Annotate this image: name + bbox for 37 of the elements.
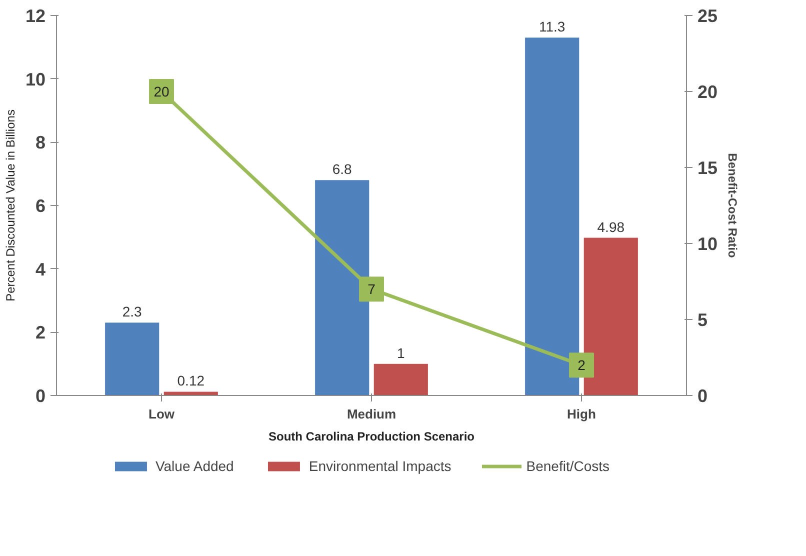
data-label: 11.3 bbox=[538, 18, 566, 35]
y-axis-title: Percent Discounted Value in Billions bbox=[3, 110, 18, 302]
y-tick-label: 2 bbox=[35, 322, 46, 343]
x-axis-title: South Carolina Production Scenario bbox=[268, 430, 475, 444]
y2-tick-label: 0 bbox=[698, 386, 708, 406]
y-tick-label: 6 bbox=[35, 196, 46, 216]
data-label: 0.12 bbox=[177, 372, 205, 389]
bar bbox=[164, 392, 218, 396]
data-label: 6.8 bbox=[332, 161, 352, 178]
y2-tick-label: 25 bbox=[698, 6, 718, 26]
y-tick-label: 12 bbox=[25, 6, 46, 26]
bar bbox=[584, 238, 638, 396]
x-tick-label: High bbox=[567, 406, 596, 422]
data-label: 20 bbox=[154, 84, 170, 100]
y2-tick-label: 5 bbox=[698, 310, 708, 330]
y-tick-label: 10 bbox=[25, 69, 46, 90]
y-tick-label: 4 bbox=[35, 259, 46, 280]
data-label: 7 bbox=[368, 281, 376, 298]
legend-label: Value Added bbox=[155, 458, 234, 474]
y2-tick-label: 15 bbox=[698, 158, 718, 178]
legend-label: Benefit/Costs bbox=[526, 458, 610, 474]
data-label: 2.3 bbox=[122, 304, 142, 320]
y-tick-label: 0 bbox=[35, 386, 46, 406]
y2-tick-label: 10 bbox=[698, 234, 718, 254]
bar bbox=[105, 322, 160, 396]
bar bbox=[525, 38, 580, 396]
data-label: 4.98 bbox=[597, 218, 625, 235]
legend-label: Environmental Impacts bbox=[308, 458, 452, 474]
x-tick-label: Medium bbox=[346, 406, 396, 422]
data-label: 2 bbox=[578, 357, 586, 374]
bar bbox=[315, 180, 370, 396]
x-tick-label: Low bbox=[148, 406, 176, 422]
y-tick-label: 8 bbox=[35, 132, 46, 153]
data-label: 1 bbox=[397, 344, 406, 361]
y2-tick-label: 20 bbox=[698, 82, 718, 102]
bar bbox=[374, 364, 428, 396]
y2-axis-title: Benefit-Cost Ratio bbox=[726, 153, 740, 258]
